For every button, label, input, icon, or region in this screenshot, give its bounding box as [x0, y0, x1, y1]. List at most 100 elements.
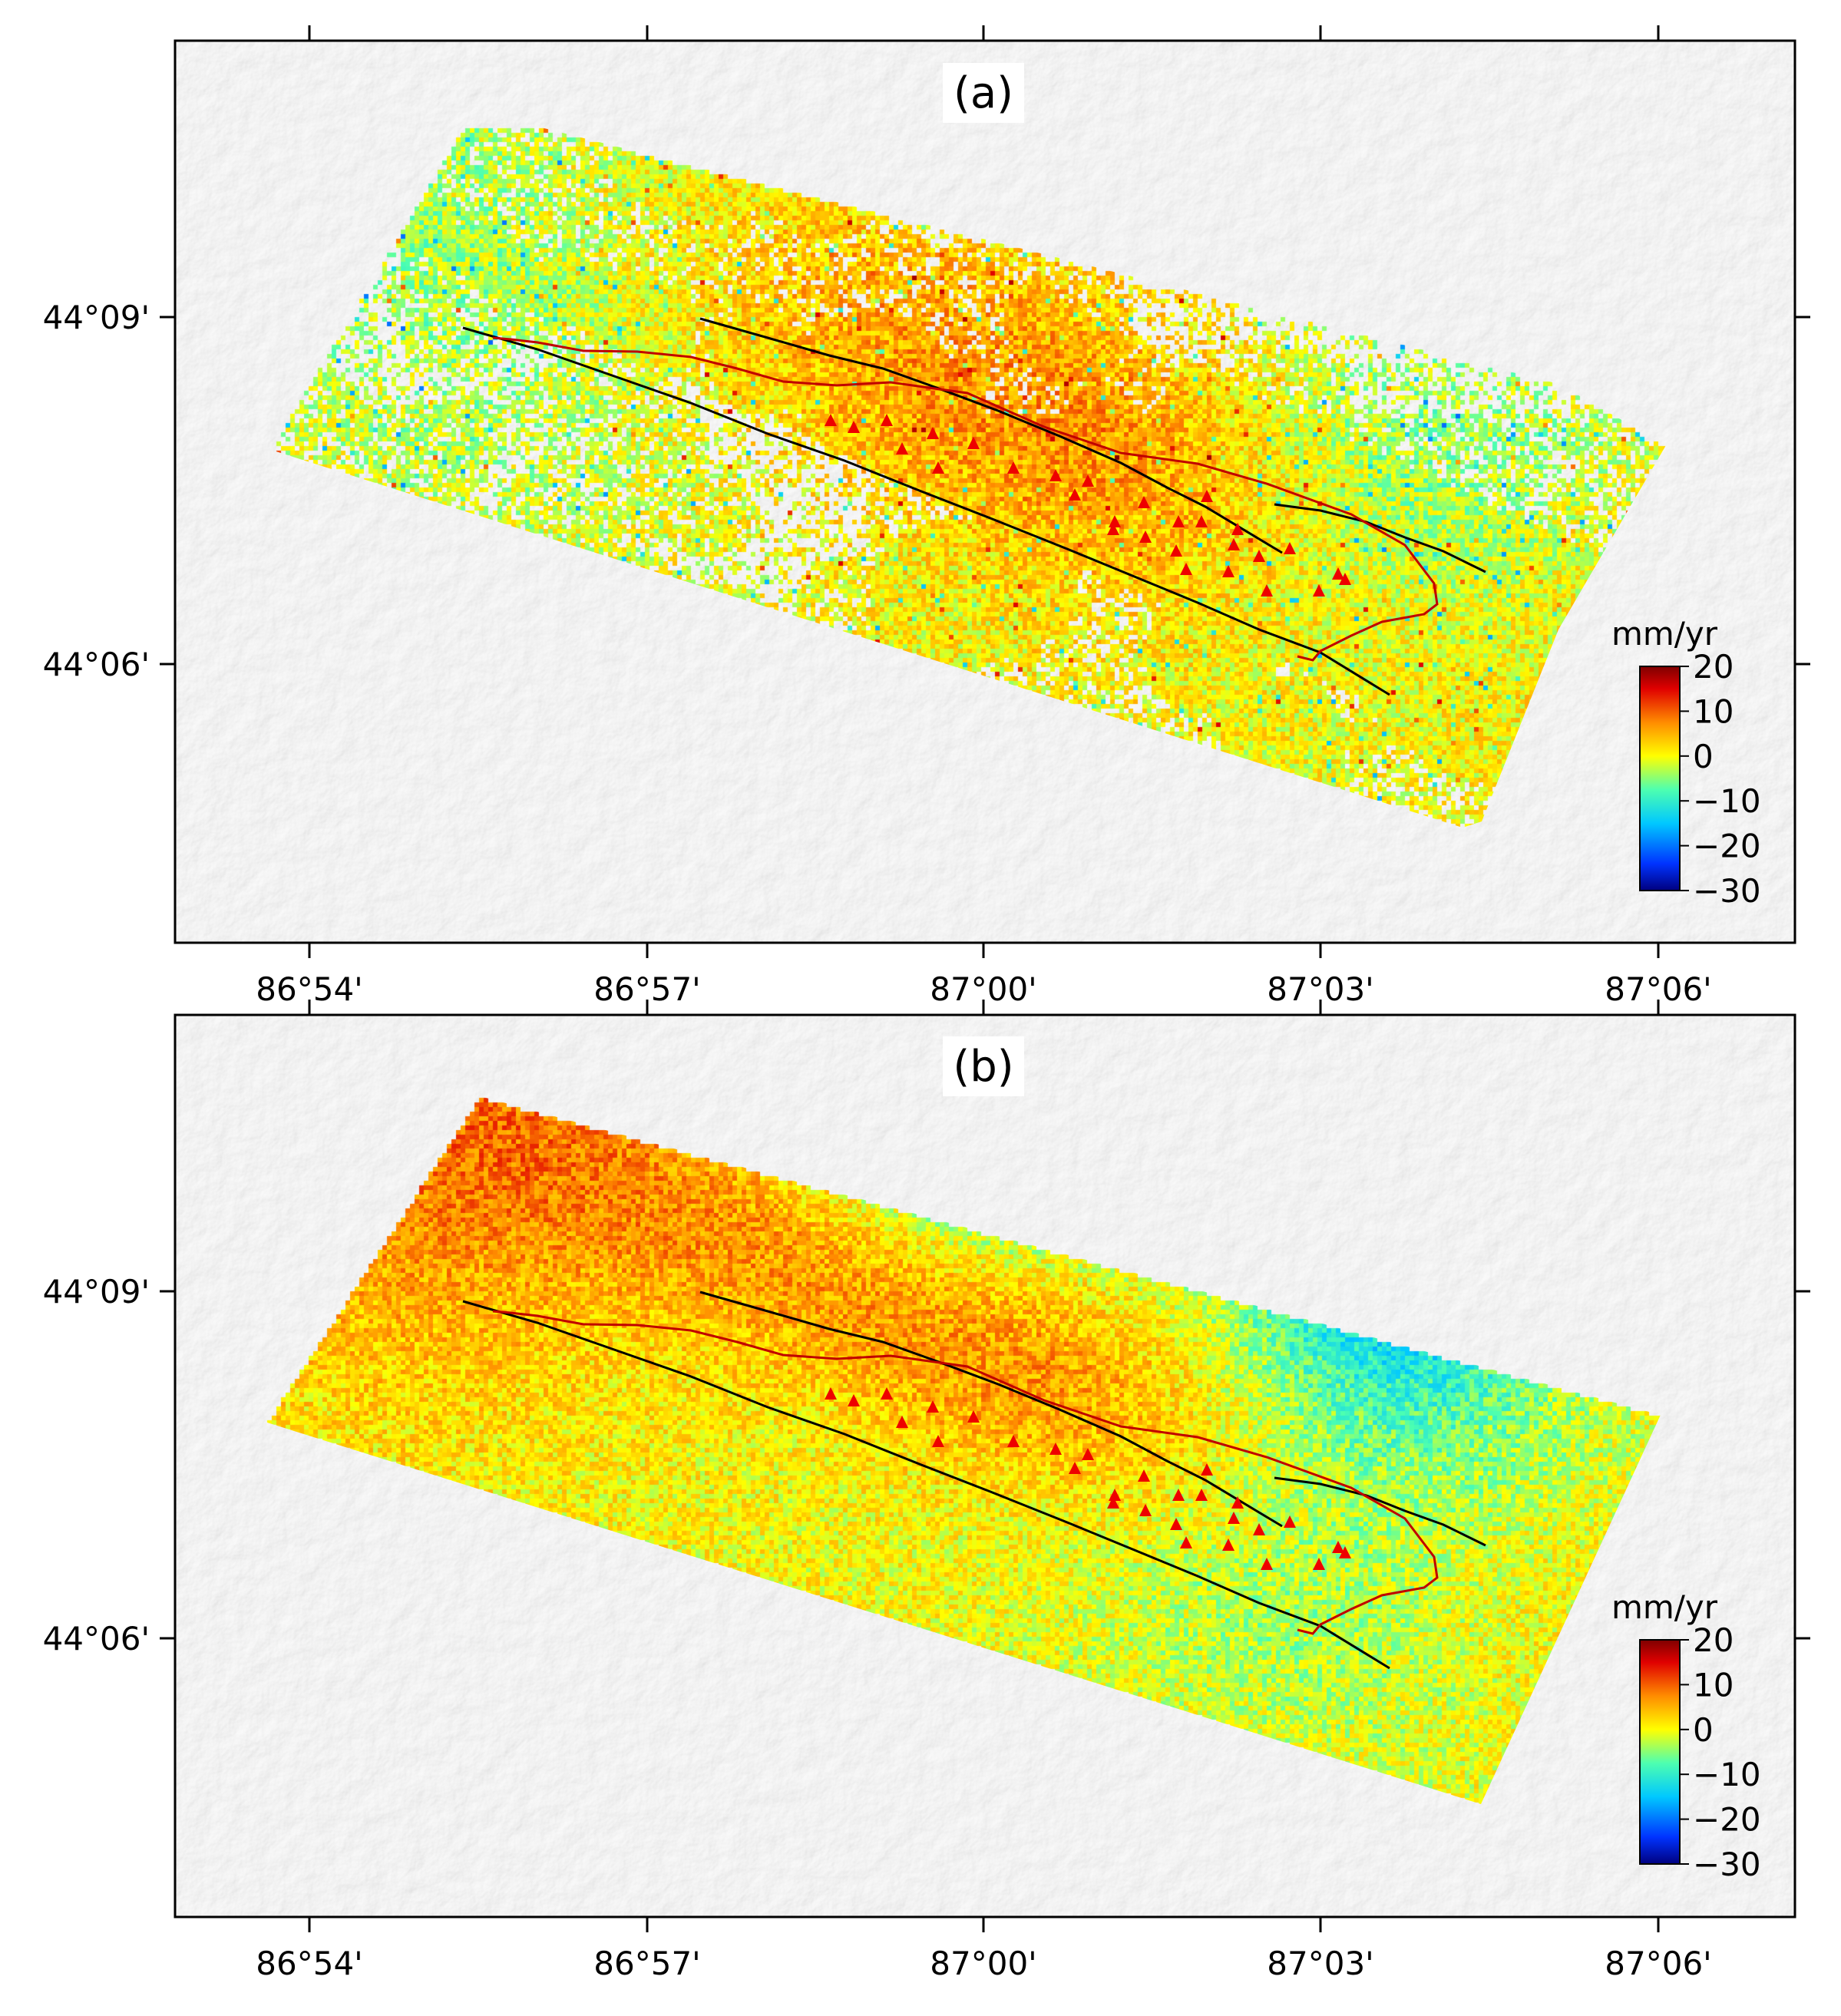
panel-a-colorbar: mm/yr 20 10 0 −10 −20 −30: [1611, 615, 1761, 910]
colorbar-unit: mm/yr: [1611, 615, 1718, 653]
panel-a-map: 86°54' 86°57' 87°00' 87°03' 87°06'44°09'44°0…: [43, 25, 1810, 1008]
triangle-marker-icon: [1107, 523, 1119, 535]
panel-b-frame: [174, 1013, 1796, 1919]
colorbar-tick-label: −30: [1693, 872, 1761, 910]
triangle-marker-icon: [1284, 542, 1296, 554]
triangle-marker-icon: [1109, 1489, 1121, 1501]
triangle-marker-icon: [896, 1416, 908, 1428]
triangle-marker-icon: [1222, 565, 1234, 577]
triangle-marker-icon: [1195, 1489, 1208, 1501]
triangle-marker-icon: [1201, 490, 1213, 502]
triangle-marker-icon: [1082, 474, 1094, 487]
colorbar-tick-label: 10: [1693, 692, 1734, 730]
triangle-marker-icon: [1332, 567, 1344, 580]
panel-b-label-box: [943, 1036, 1024, 1096]
triangle-marker-icon: [1170, 1518, 1182, 1530]
triangle-marker-icon: [1228, 1512, 1240, 1524]
triangle-marker-icon: [1049, 1443, 1062, 1455]
triangle-marker-icon: [967, 437, 980, 449]
triangle-marker-icon: [1253, 550, 1265, 562]
triangle-marker-icon: [881, 1387, 893, 1400]
triangle-marker-icon: [1261, 1558, 1273, 1570]
triangle-marker-icon: [1339, 1546, 1351, 1558]
triangle-marker-icon: [1180, 563, 1192, 575]
x-tick-label: 87°06': [1605, 1945, 1711, 1982]
triangle-marker-icon: [1261, 584, 1273, 597]
triangle-marker-icon: [1049, 469, 1062, 481]
colorbar-tick-label: 10: [1693, 1666, 1734, 1704]
panel-b-faults: [462, 1291, 1486, 1670]
triangle-marker-icon: [896, 442, 908, 454]
triangle-marker-icon: [1228, 538, 1240, 550]
triangle-marker-icon: [927, 427, 939, 439]
colorbar-tick-label: −10: [1693, 1756, 1761, 1793]
panel-b-ticks: 86°54' 86°57' 87°00' 87°03' 87°06' 44°09' 44°0…: [43, 1000, 1810, 1982]
y-tick-label: 44°06': [43, 646, 150, 683]
colorbar-tick-label: −30: [1693, 1846, 1761, 1883]
triangle-marker-icon: [932, 461, 944, 474]
fault-line-red: [492, 336, 1439, 662]
triangle-marker-icon: [927, 1400, 939, 1413]
colorbar-tick-label: 0: [1693, 1711, 1714, 1749]
triangle-marker-icon: [967, 1410, 980, 1423]
triangle-marker-icon: [1222, 1538, 1234, 1551]
x-tick-label: 86°57': [593, 1945, 700, 1982]
panel-b-triangle-markers: [825, 1387, 1351, 1570]
triangle-marker-icon: [1313, 1558, 1325, 1570]
triangle-marker-icon: [848, 421, 860, 433]
panel-b-colorbar: mm/yr 20 10 0 −10 −20 −30: [1611, 1588, 1761, 1883]
panel-b-label: (b): [953, 1042, 1013, 1092]
panel-a-label: (a): [954, 68, 1013, 118]
triangle-marker-icon: [1195, 515, 1208, 527]
colorbar-unit: mm/yr: [1611, 1588, 1718, 1626]
triangle-marker-icon: [1139, 530, 1152, 543]
colorbar-tick-label: −20: [1693, 1801, 1761, 1839]
triangle-marker-icon: [1284, 1515, 1296, 1528]
fault-line-black: [462, 326, 1390, 696]
triangle-marker-icon: [1231, 1496, 1244, 1509]
fault-line-red: [492, 1310, 1439, 1635]
triangle-marker-icon: [1339, 573, 1351, 585]
panel-a-triangle-markers: [825, 414, 1351, 597]
colorbar-tick-label: −20: [1693, 828, 1761, 865]
panel-b-map: 86°54' 86°57' 87°00' 87°03' 87°06' 44°09' 44°0…: [43, 1000, 1810, 1982]
colorbar-tick-label: 0: [1693, 738, 1714, 775]
fault-line-black: [462, 1300, 1390, 1670]
panel-a-frame: [174, 39, 1796, 944]
colorbar-tick-label: −10: [1693, 782, 1761, 820]
colorbar-tick-label: 20: [1693, 648, 1734, 686]
triangle-marker-icon: [1069, 1462, 1081, 1474]
triangle-marker-icon: [1201, 1463, 1213, 1476]
triangle-marker-icon: [825, 1387, 837, 1400]
x-tick-label: 87°03': [1267, 1945, 1373, 1982]
colorbar-tick-label: 20: [1693, 1621, 1734, 1659]
triangle-marker-icon: [1313, 584, 1325, 597]
triangle-marker-icon: [1231, 523, 1244, 535]
triangle-marker-icon: [848, 1394, 860, 1406]
colorbar-gradient: [1639, 666, 1681, 891]
fault-line-black: [699, 317, 1283, 554]
triangle-marker-icon: [1170, 544, 1182, 557]
triangle-marker-icon: [1332, 1541, 1344, 1553]
y-tick-label: 44°09': [43, 299, 150, 336]
y-tick-label: 44°09': [43, 1273, 150, 1310]
triangle-marker-icon: [1109, 515, 1121, 527]
triangle-marker-icon: [1082, 1448, 1094, 1460]
triangle-marker-icon: [1007, 461, 1020, 474]
x-tick-label: 87°00': [930, 1945, 1036, 1982]
triangle-marker-icon: [932, 1435, 944, 1447]
x-tick-label: 86°54': [256, 1945, 362, 1982]
fault-line-black: [1274, 1476, 1486, 1547]
y-tick-label: 44°06': [43, 1620, 150, 1657]
fault-line-black: [699, 1291, 1283, 1528]
colorbar-gradient: [1639, 1639, 1681, 1865]
triangle-marker-icon: [1172, 1489, 1185, 1501]
triangle-marker-icon: [1139, 1504, 1152, 1516]
triangle-marker-icon: [1069, 488, 1081, 501]
triangle-marker-icon: [1172, 515, 1185, 527]
triangle-marker-icon: [1138, 1469, 1150, 1482]
triangle-marker-icon: [1180, 1536, 1192, 1548]
fault-line-black: [1274, 503, 1486, 573]
triangle-marker-icon: [1138, 496, 1150, 508]
